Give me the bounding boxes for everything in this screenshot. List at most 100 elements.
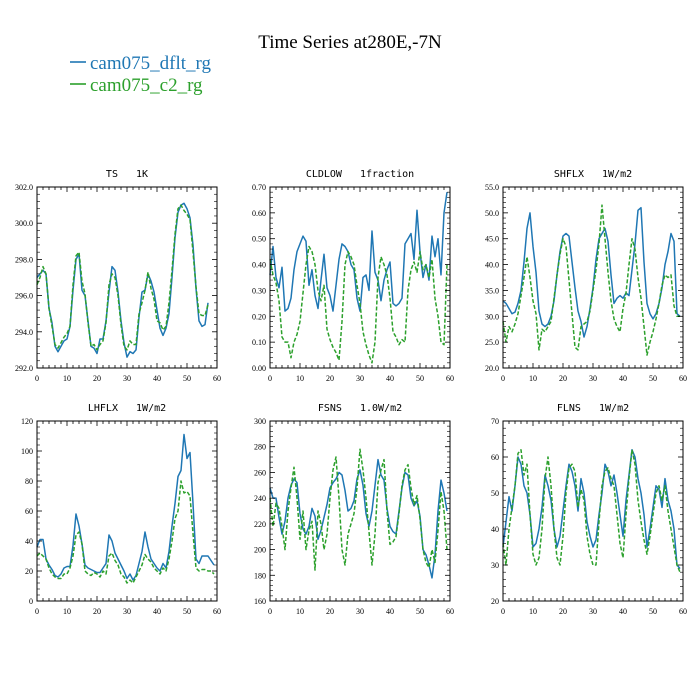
y-tick-label-fsns: 240 [254,494,266,503]
x-tick-label-lhflx: 10 [63,607,71,616]
y-tick-label-fsns: 160 [254,597,266,606]
series-line-shflx-dflt [502,206,681,338]
y-tick-label-fsns: 220 [254,520,266,529]
x-tick-label-cldlow: 20 [326,374,334,383]
x-tick-label-cldlow: 50 [416,374,424,383]
x-tick-label-ts: 30 [123,374,131,383]
panel-grid: TS 1K 0 10 20 30 40 50 60 292.0 294.0 296.0 298.0 30… [15,169,687,616]
y-tick-label-shflx: 30.0 [485,312,499,321]
y-tick-label-ts: 294.0 [15,328,33,337]
y-tick-label-cldlow: 0.20 [252,312,266,321]
series-line-cldlow-c2 [269,245,448,364]
x-tick-label-lhflx: 40 [153,607,161,616]
x-tick-label-cldlow: 40 [386,374,394,383]
x-tick-label-fsns: 50 [416,607,424,616]
y-tick-label-flns: 20 [491,597,499,606]
panel-shflx: SHFLX 1W/m2 0 10 20 30 40 50 60 20.0 25.0 30.0 35.0… [485,169,687,383]
x-tick-label-ts: 10 [63,374,71,383]
y-tick-label-cldlow: 0.60 [252,209,266,218]
panel-title-shflx: SHFLX 1W/m2 [554,169,632,180]
x-tick-label-lhflx: 0 [35,607,39,616]
y-tick-label-lhflx: 0 [29,597,33,606]
figure-legend: cam075_dflt_rg cam075_c2_rg [70,53,212,96]
x-tick-label-shflx: 40 [619,374,627,383]
panel-flns: FLNS 1W/m2 0 10 20 30 40 50 60 20 30 40 50 60 70 [491,403,687,616]
panel-lhflx: LHFLX 1W/m2 0 10 20 30 40 50 60 0 20 40 60 80 100 120 [21,403,221,616]
series-line-lhflx-c2 [36,480,215,584]
y-tick-label-cldlow: 0.10 [252,338,266,347]
y-tick-label-fsns: 300 [254,417,266,426]
panel-fsns: FSNS 1.0W/m2 0 10 20 30 40 50 60 160 180 200 220 240… [254,403,454,616]
panel-title-ts: TS 1K [106,169,148,180]
y-tick-label-flns: 30 [491,561,499,570]
series-line-fsns-c2 [269,448,448,571]
x-tick-label-fsns: 40 [386,607,394,616]
y-tick-label-cldlow: 0.00 [252,364,266,373]
x-tick-label-shflx: 10 [529,374,537,383]
panel-title-cldlow: CLDLOW 1fraction [306,169,414,180]
y-tick-label-shflx: 55.0 [485,183,499,192]
y-tick-label-lhflx: 20 [25,567,33,576]
x-tick-label-lhflx: 50 [183,607,191,616]
x-tick-label-lhflx: 60 [213,607,221,616]
y-tick-label-cldlow: 0.40 [252,261,266,270]
x-tick-label-shflx: 0 [501,374,505,383]
legend-label-dflt: cam075_dflt_rg [90,53,212,74]
x-tick-label-flns: 30 [589,607,597,616]
panel-title-lhflx: LHFLX 1W/m2 [88,403,166,414]
y-tick-label-flns: 70 [491,417,499,426]
series-line-cldlow-dflt [269,192,448,312]
x-tick-label-shflx: 30 [589,374,597,383]
series-line-flns-c2 [502,449,681,573]
x-tick-label-shflx: 50 [649,374,657,383]
y-tick-label-fsns: 260 [254,468,266,477]
figure-title: Time Series at280E,-7N [258,32,442,53]
x-tick-label-lhflx: 30 [123,607,131,616]
y-tick-label-fsns: 200 [254,546,266,555]
panel-title-fsns: FSNS 1.0W/m2 [318,403,402,414]
y-tick-label-ts: 300.0 [15,219,33,228]
x-tick-label-flns: 0 [501,607,505,616]
x-tick-label-ts: 60 [213,374,221,383]
x-tick-label-fsns: 10 [296,607,304,616]
x-tick-label-flns: 20 [559,607,567,616]
panel-cldlow: CLDLOW 1fraction 0 10 20 30 40 50 60 0.00 0.10 0.2… [252,169,454,383]
y-tick-label-shflx: 20.0 [485,364,499,373]
y-tick-label-shflx: 40.0 [485,261,499,270]
y-tick-label-cldlow: 0.70 [252,183,266,192]
y-tick-label-ts: 292.0 [15,364,33,373]
y-tick-label-ts: 298.0 [15,255,33,264]
x-tick-label-shflx: 60 [679,374,687,383]
y-tick-label-ts: 302.0 [15,183,33,192]
y-tick-label-lhflx: 40 [25,537,33,546]
y-tick-label-shflx: 35.0 [485,286,499,295]
y-tick-label-flns: 40 [491,525,499,534]
x-tick-label-cldlow: 0 [268,374,272,383]
series-line-shflx-c2 [502,204,680,356]
y-tick-label-lhflx: 100 [21,447,33,456]
y-tick-label-lhflx: 80 [25,477,33,486]
panel-ts: TS 1K 0 10 20 30 40 50 60 292.0 294.0 296.0 298.0 30… [15,169,221,383]
x-tick-label-cldlow: 60 [446,374,454,383]
x-tick-label-flns: 10 [529,607,537,616]
x-tick-label-ts: 20 [93,374,101,383]
x-tick-label-fsns: 20 [326,607,334,616]
y-tick-label-lhflx: 60 [25,507,33,516]
panel-title-flns: FLNS 1W/m2 [557,403,629,414]
x-tick-label-flns: 60 [679,607,687,616]
y-tick-label-shflx: 50.0 [485,209,499,218]
x-tick-label-shflx: 20 [559,374,567,383]
y-tick-label-cldlow: 0.30 [252,286,266,295]
x-tick-label-fsns: 30 [356,607,364,616]
y-tick-label-fsns: 180 [254,571,266,580]
y-tick-label-cldlow: 0.50 [252,235,266,244]
x-tick-label-fsns: 0 [268,607,272,616]
y-tick-label-ts: 296.0 [15,292,33,301]
series-line-fsns-dflt [269,458,448,579]
y-tick-label-fsns: 280 [254,443,266,452]
x-tick-label-fsns: 60 [446,607,454,616]
x-tick-label-cldlow: 30 [356,374,364,383]
y-tick-label-lhflx: 120 [21,417,33,426]
x-tick-label-ts: 0 [35,374,39,383]
